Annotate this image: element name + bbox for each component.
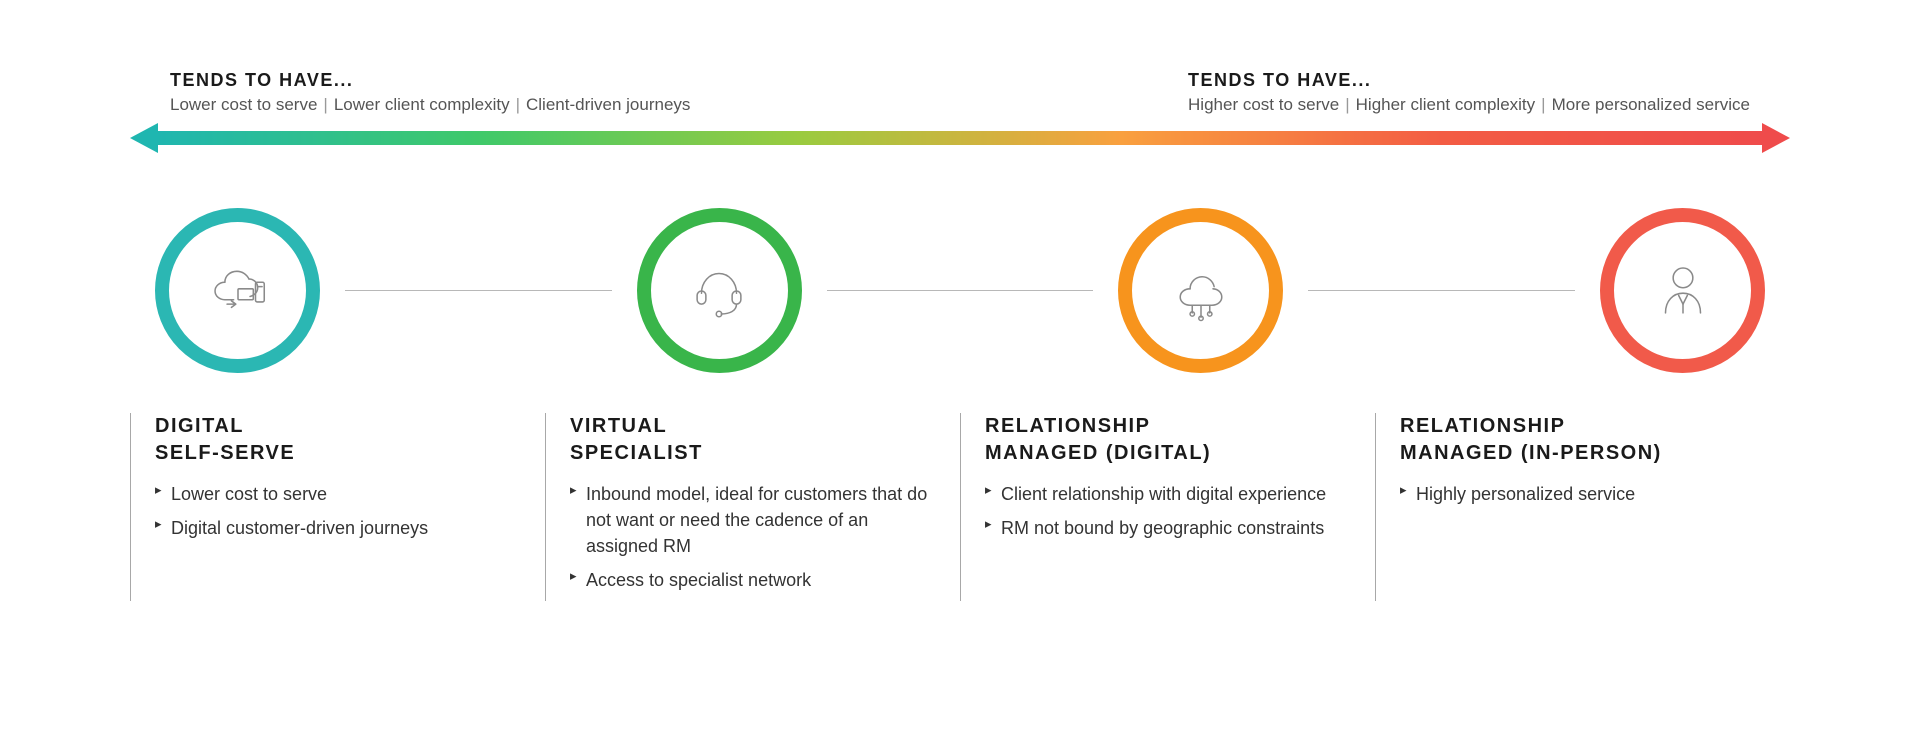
model-title-line1: RELATIONSHIP [1400, 413, 1760, 440]
connector-line [1308, 290, 1575, 291]
spectrum-left-attr-0: Lower cost to serve [170, 95, 317, 114]
model-bullets: Client relationship with digital experie… [985, 481, 1345, 541]
spectrum-right-attrs: Higher cost to serve|Higher client compl… [1188, 95, 1750, 115]
spectrum-left-end: TENDS TO HAVE... Lower cost to serve|Low… [170, 70, 690, 115]
model-card-relationship-managed-in-person: RELATIONSHIPMANAGED (IN-PERSON) Highly pe… [1375, 413, 1790, 601]
spectrum-left-attr-1: Lower client complexity [334, 95, 510, 114]
model-card-digital-self-serve: DIGITALSELF-SERVE Lower cost to serve Digi… [130, 413, 545, 601]
model-title: RELATIONSHIPMANAGED (DIGITAL) [985, 413, 1345, 467]
model-title: RELATIONSHIPMANAGED (IN-PERSON) [1400, 413, 1760, 467]
cloud-devices-icon [155, 208, 320, 373]
model-bullet: Digital customer-driven journeys [155, 515, 515, 541]
spectrum-right-heading: TENDS TO HAVE... [1188, 70, 1750, 91]
model-bullets: Lower cost to serve Digital customer-driv… [155, 481, 515, 541]
model-bullet: Highly personalized service [1400, 481, 1760, 507]
headset-icon [637, 208, 802, 373]
spectrum-right-attr-2: More personalized service [1552, 95, 1750, 114]
spectrum-left-heading: TENDS TO HAVE... [170, 70, 690, 91]
model-circle-relationship-managed-in-person [1600, 208, 1765, 373]
model-title-line1: DIGITAL [155, 413, 515, 440]
spectrum-right-attr-0: Higher cost to serve [1188, 95, 1339, 114]
model-title-line2: SELF-SERVE [155, 440, 515, 467]
model-circle-relationship-managed-digital [1118, 208, 1283, 373]
model-title-line1: VIRTUAL [570, 413, 930, 440]
model-bullets: Highly personalized service [1400, 481, 1760, 507]
model-bullet: RM not bound by geographic constraints [985, 515, 1345, 541]
cards-row: DIGITALSELF-SERVE Lower cost to serve Digi… [130, 413, 1790, 601]
model-title: VIRTUALSPECIALIST [570, 413, 930, 467]
model-circle-digital-self-serve [155, 208, 320, 373]
spectrum-left-attrs: Lower cost to serve|Lower client complex… [170, 95, 690, 115]
person-icon [1600, 208, 1765, 373]
arrow-bar [156, 131, 1764, 145]
cloud-network-icon [1118, 208, 1283, 373]
arrow-head-left-icon [130, 123, 158, 153]
model-bullets: Inbound model, ideal for customers that … [570, 481, 930, 593]
model-bullet: Lower cost to serve [155, 481, 515, 507]
model-card-virtual-specialist: VIRTUALSPECIALIST Inbound model, ideal fo… [545, 413, 960, 601]
model-card-relationship-managed-digital: RELATIONSHIPMANAGED (DIGITAL) Client rela… [960, 413, 1375, 601]
model-bullet: Inbound model, ideal for customers that … [570, 481, 930, 559]
spectrum-arrow [130, 123, 1790, 153]
model-title-line2: MANAGED (DIGITAL) [985, 440, 1345, 467]
connector-line [827, 290, 1094, 291]
spectrum-right-attr-1: Higher client complexity [1356, 95, 1536, 114]
model-title-line2: SPECIALIST [570, 440, 930, 467]
model-bullet: Access to specialist network [570, 567, 930, 593]
model-bullet: Client relationship with digital experie… [985, 481, 1345, 507]
model-title: DIGITALSELF-SERVE [155, 413, 515, 467]
model-circle-virtual-specialist [637, 208, 802, 373]
spectrum-header: TENDS TO HAVE... Lower cost to serve|Low… [130, 70, 1790, 115]
connector-line [345, 290, 612, 291]
spectrum-left-attr-2: Client-driven journeys [526, 95, 690, 114]
model-title-line1: RELATIONSHIP [985, 413, 1345, 440]
model-title-line2: MANAGED (IN-PERSON) [1400, 440, 1760, 467]
circles-row [130, 208, 1790, 373]
spectrum-right-end: TENDS TO HAVE... Higher cost to serve|Hi… [1188, 70, 1750, 115]
arrow-head-right-icon [1762, 123, 1790, 153]
